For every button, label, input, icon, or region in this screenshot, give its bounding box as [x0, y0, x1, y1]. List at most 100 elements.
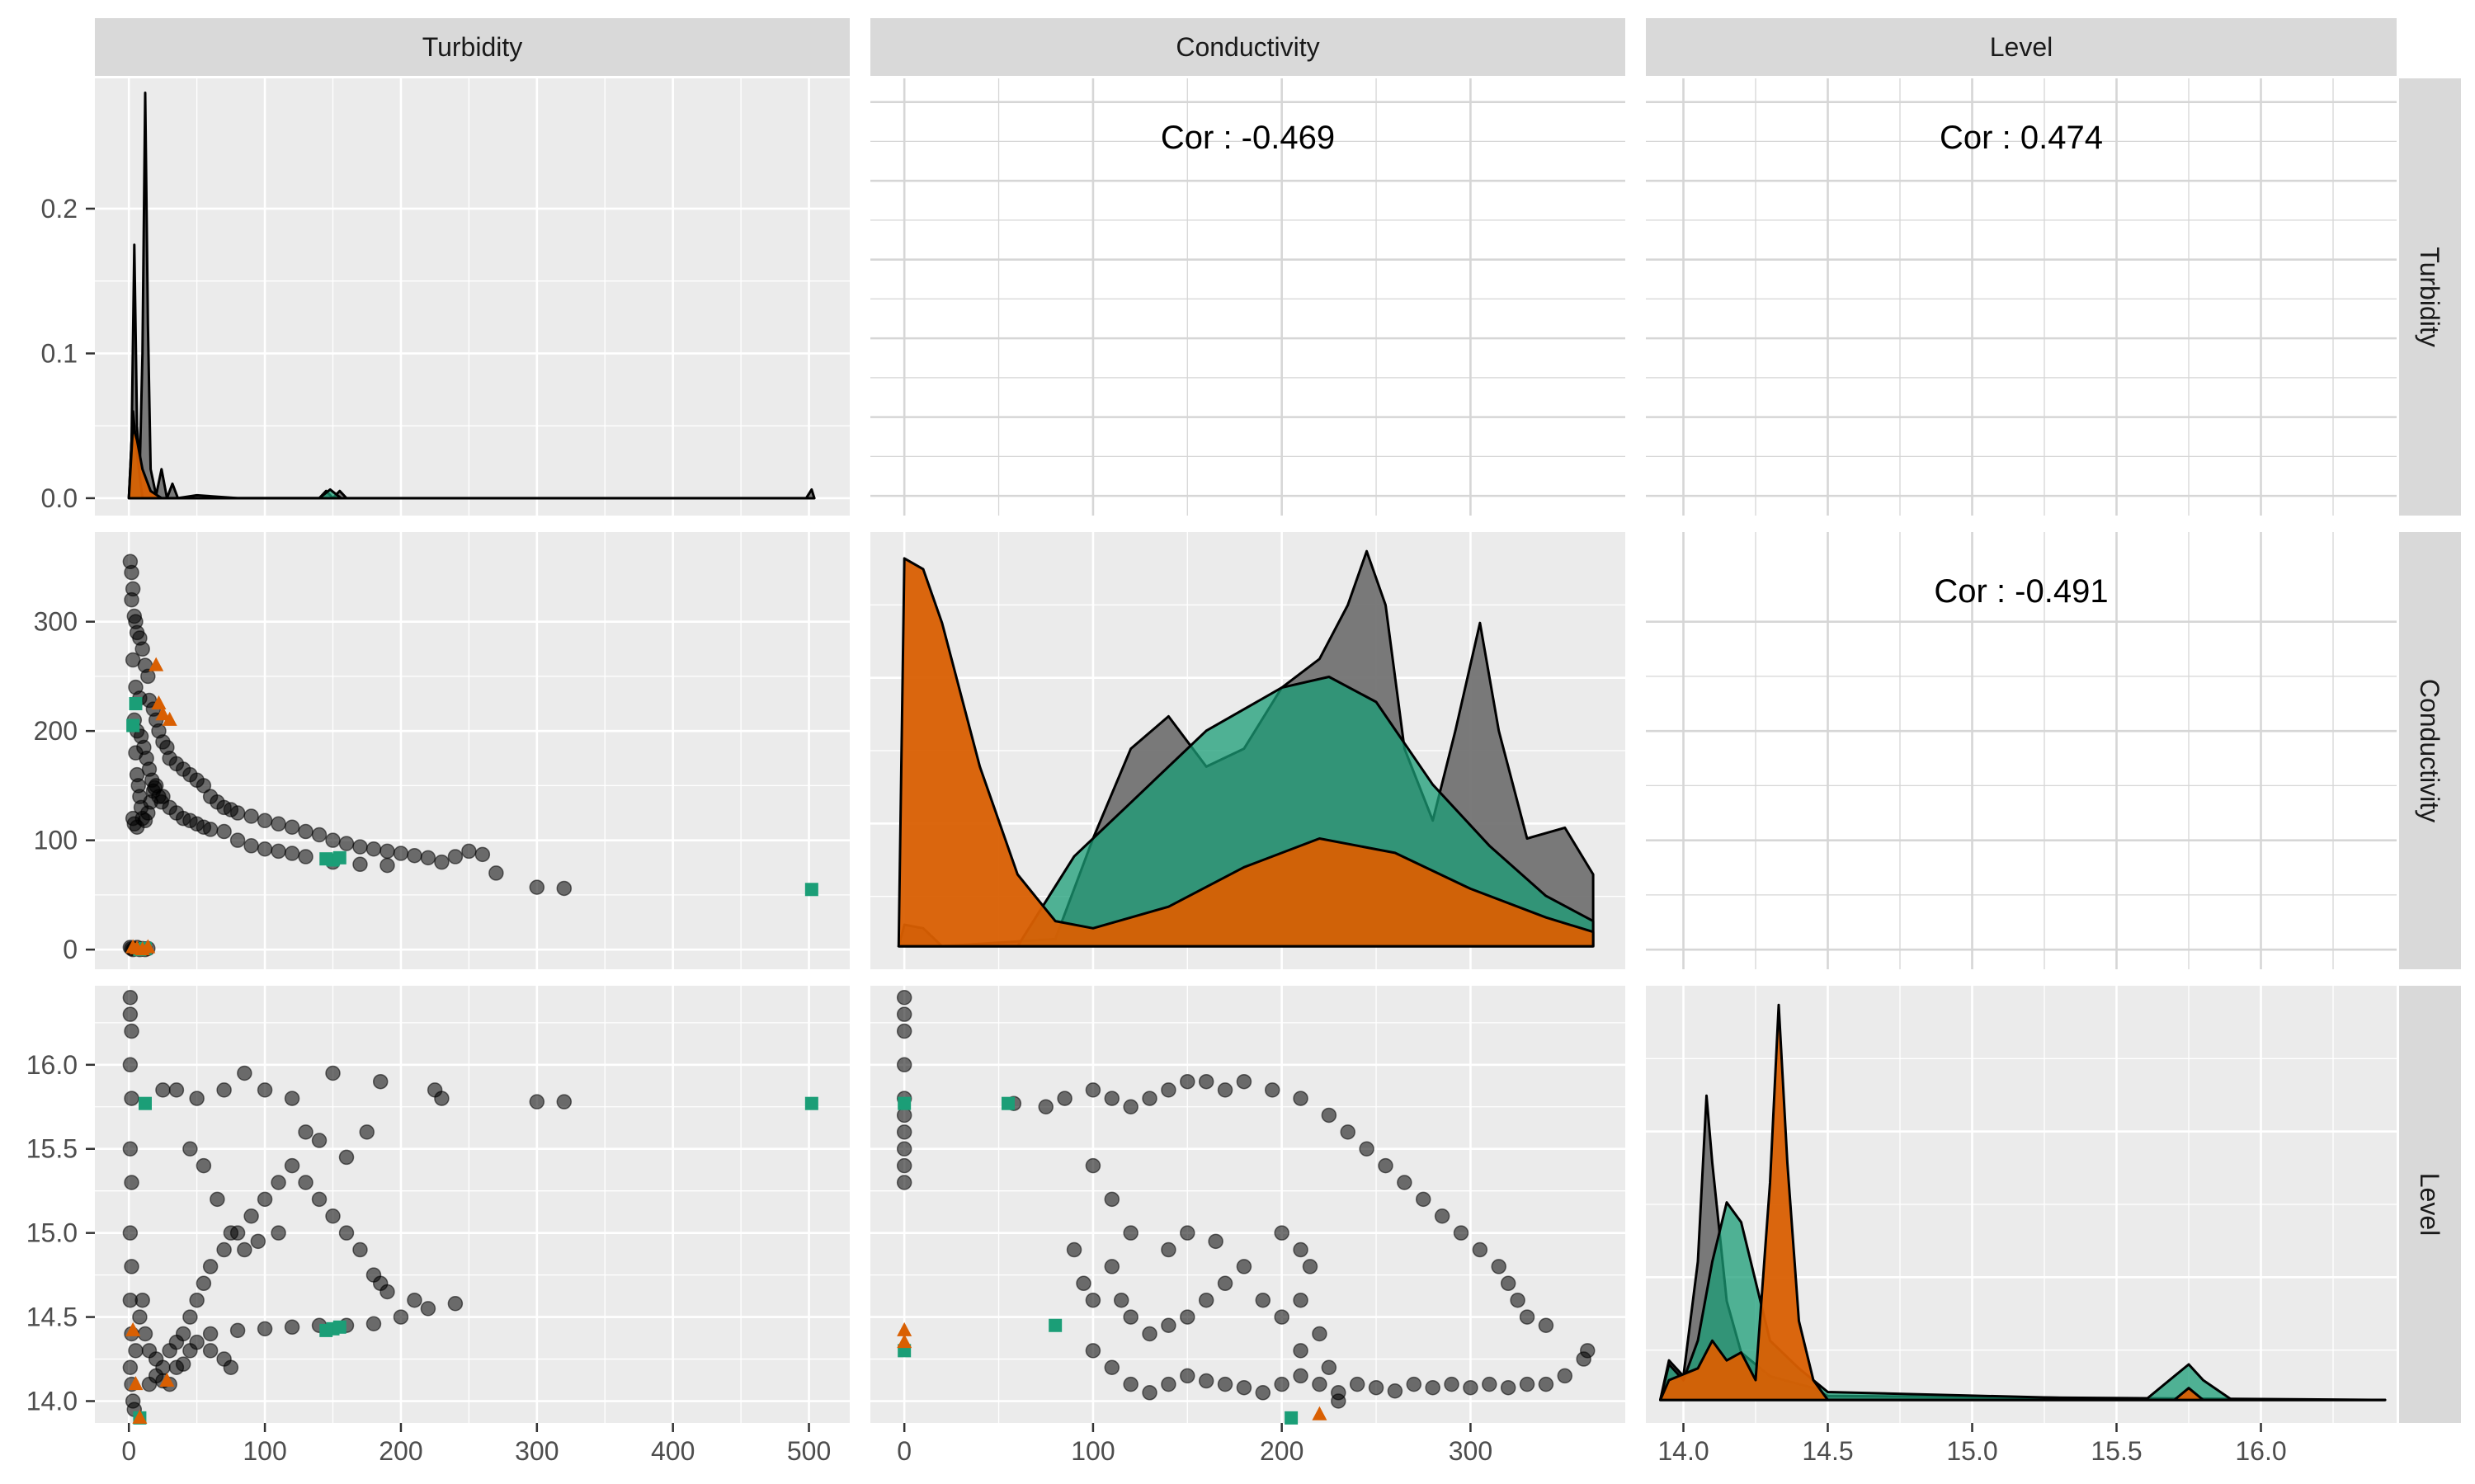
strip-top-background: [870, 18, 1625, 76]
x-tick-label: 300: [515, 1436, 559, 1466]
scatter-point: [1180, 1368, 1195, 1384]
density-curve-conductivity: [897, 557, 1595, 948]
scatter-point: [124, 1091, 139, 1106]
scatter-point: [1397, 1175, 1412, 1190]
scatter-point: [896, 1057, 912, 1073]
scatter-point: [1142, 1091, 1157, 1106]
scatter-point: [122, 1141, 139, 1157]
scatter-point: [128, 1343, 144, 1359]
scatter-point-square: [1285, 1411, 1299, 1425]
x-tick-label: 200: [1260, 1436, 1304, 1466]
scatter-point: [237, 1065, 252, 1081]
scatter-point: [1302, 1259, 1318, 1274]
panel-conductivity-level: [1646, 532, 2397, 969]
scatter-point: [134, 1292, 150, 1308]
scatter-point: [1255, 1292, 1271, 1308]
strip-right-label: Conductivity: [2415, 679, 2444, 822]
scatter-point: [1161, 1376, 1176, 1392]
scatter-point: [1264, 1082, 1280, 1098]
scatter-point: [1076, 1275, 1091, 1292]
scatter-point: [896, 1124, 912, 1140]
scatter-point: [1104, 1359, 1120, 1375]
scatter-point: [1236, 1259, 1252, 1274]
panel-background: [870, 78, 1625, 516]
scatter-point: [124, 591, 139, 608]
scatter-point: [1293, 1368, 1308, 1384]
scatter-point: [1519, 1309, 1535, 1325]
scatter-point: [1444, 1376, 1459, 1392]
scatter-point: [1123, 1099, 1138, 1115]
scatter-point: [1161, 1082, 1176, 1098]
scatter-point: [250, 1233, 266, 1250]
scatter-point: [155, 1082, 171, 1098]
scatter-point: [529, 1094, 545, 1109]
scatter-point: [393, 1309, 409, 1325]
scatter-point: [896, 990, 912, 1006]
scatter-point: [1349, 1376, 1365, 1392]
scatter-point: [1312, 1376, 1327, 1392]
scatter-point: [365, 841, 382, 857]
scatter-point-triangle: [125, 1321, 141, 1336]
scatter-point: [1274, 1309, 1289, 1325]
scatter-point: [372, 1073, 389, 1090]
scatter-point-triangle: [155, 706, 171, 721]
scatter-point-triangle: [159, 1373, 175, 1387]
scatter-point: [271, 816, 286, 832]
y-tick-label: 16.0: [26, 1050, 78, 1080]
scatter-point: [311, 1133, 328, 1148]
scatter-point: [182, 1141, 198, 1157]
scatter-point: [216, 1082, 232, 1098]
scatter-point: [1331, 1393, 1346, 1409]
scatter-point: [380, 857, 395, 874]
strip-top-background: [1646, 18, 2397, 76]
scatter-point-triangle: [162, 711, 177, 726]
scatter-point: [189, 1292, 205, 1308]
scatter-point: [896, 1157, 912, 1174]
scatter-point: [124, 1259, 139, 1274]
scatter-point: [338, 836, 355, 851]
scatter-point: [1359, 1141, 1374, 1157]
scatter-point: [257, 1321, 273, 1337]
scatter-point: [1293, 1343, 1308, 1359]
scatter-point-triangle: [128, 1376, 144, 1391]
scatter-point-triangle: [151, 695, 167, 710]
scatter-point: [284, 819, 300, 835]
scatter-point: [1066, 1241, 1082, 1258]
scatter-point: [1217, 1376, 1233, 1392]
scatter-point: [122, 1006, 139, 1022]
strip-right-background: [2399, 532, 2461, 969]
scatter-point: [1123, 1225, 1138, 1241]
scatter-point: [189, 1334, 205, 1350]
panel-background: [1646, 78, 2397, 516]
scatter-point: [1198, 1373, 1214, 1389]
scatter-point: [1340, 1124, 1355, 1140]
scatter-point: [1142, 1326, 1157, 1342]
scatter-point: [298, 1175, 314, 1190]
scatter-point: [380, 843, 395, 860]
scatter-point: [325, 1065, 341, 1081]
x-tick-label: 200: [379, 1436, 422, 1466]
scatter-point: [229, 1322, 246, 1339]
scatter-point: [1293, 1091, 1308, 1106]
scatter-point: [124, 1023, 139, 1039]
scatter-point: [223, 1225, 239, 1241]
scatter-point: [202, 822, 219, 837]
scatter-point: [1161, 1317, 1176, 1334]
scatter-point: [1217, 1082, 1233, 1098]
scatter-point: [1085, 1157, 1101, 1174]
scatter-point: [338, 1225, 355, 1241]
x-tick-label: 15.0: [1946, 1436, 1997, 1466]
scatter-point: [1312, 1326, 1327, 1342]
correlation-label: Cor : -0.491: [1934, 573, 2108, 610]
scatter-point: [124, 1175, 139, 1190]
scatter-point: [229, 805, 246, 821]
scatter-point: [271, 1225, 286, 1241]
scatter-point: [196, 778, 212, 794]
scatter-point: [1293, 1241, 1308, 1258]
x-tick-label: 300: [1449, 1436, 1492, 1466]
strips: Turbidity Turbidity Conductivity Conductivi…: [95, 18, 2461, 1423]
scatter-point: [365, 1316, 382, 1331]
x-tick-label: 0: [897, 1436, 912, 1466]
scatter-point: [1538, 1317, 1554, 1334]
scatter-point-square: [332, 850, 346, 864]
